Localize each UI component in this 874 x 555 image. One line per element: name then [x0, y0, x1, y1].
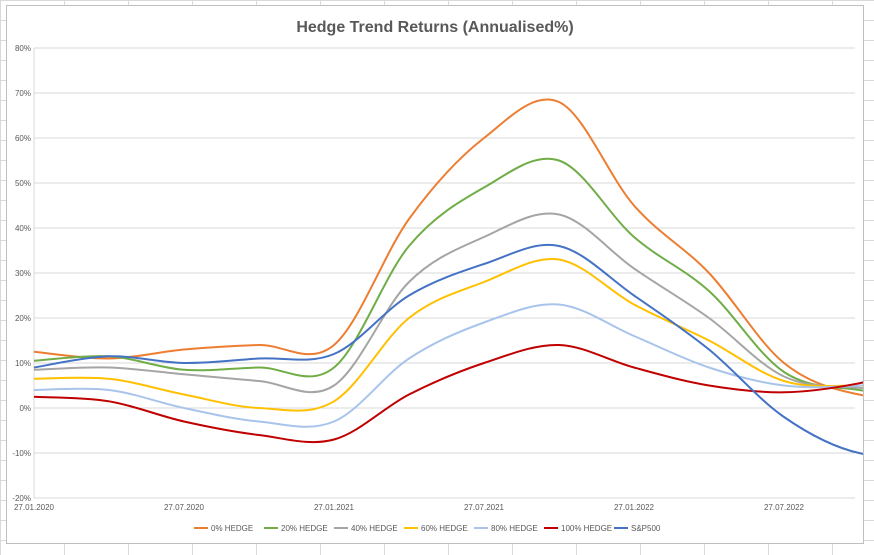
y-tick-label: 30%: [15, 269, 31, 278]
legend-label: 60% HEDGE: [421, 524, 468, 533]
legend-label: 80% HEDGE: [491, 524, 538, 533]
legend-label: 100% HEDGE: [561, 524, 612, 533]
legend: 0% HEDGE 20% HEDGE 40% HEDGE 60% HEDGE 80% H…: [194, 524, 661, 533]
legend-label: 20% HEDGE: [281, 524, 328, 533]
legend-label: 40% HEDGE: [351, 524, 398, 533]
y-tick-label: 40%: [15, 224, 31, 233]
chart-area[interactable]: Hedge Trend Returns (Annualised%) -20% -1…: [6, 5, 864, 544]
x-tick-label: 27.07.2022: [764, 503, 805, 512]
x-tick-label: 27.01.2022: [614, 503, 655, 512]
x-axis-tick-labels: 27.01.2020 27.07.2020 27.01.2021 27.07.2021…: [14, 503, 805, 512]
series-line-0-hedge: [33, 98, 863, 397]
legend-label: 0% HEDGE: [211, 524, 253, 533]
chart-title: Hedge Trend Returns (Annualised%): [296, 19, 573, 36]
legend-label: S&P500: [631, 524, 661, 533]
y-tick-label: 20%: [15, 314, 31, 323]
y-tick-label: 80%: [15, 44, 31, 53]
series-line-100-hedge: [33, 343, 863, 444]
y-tick-label: -20%: [12, 494, 31, 503]
y-tick-label: 60%: [15, 134, 31, 143]
y-tick-label: -10%: [12, 449, 31, 458]
x-tick-label: 27.01.2021: [314, 503, 355, 512]
y-tick-label: 70%: [15, 89, 31, 98]
x-tick-label: 27.01.2020: [14, 503, 55, 512]
series-line-s-p500: [33, 243, 863, 455]
y-tick-label: 50%: [15, 179, 31, 188]
series-lines: [33, 98, 863, 455]
grid-lines: [33, 47, 855, 499]
x-tick-label: 27.07.2021: [464, 503, 505, 512]
y-tick-label: 10%: [15, 359, 31, 368]
y-tick-label: 0%: [19, 404, 31, 413]
x-tick-label: 27.07.2020: [164, 503, 205, 512]
y-axis-tick-labels: -20% -10% 0% 10% 20% 30% 40% 50% 60% 70% 80%: [12, 44, 31, 503]
line-chart: Hedge Trend Returns (Annualised%) -20% -1…: [12, 19, 863, 533]
series-line-60-hedge: [33, 257, 863, 412]
